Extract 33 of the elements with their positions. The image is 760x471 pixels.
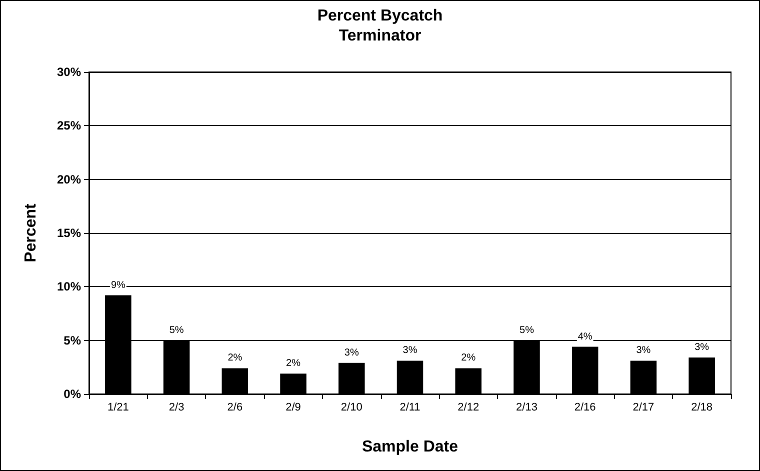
data-label: 2%	[286, 358, 301, 370]
x-tick-label: 2/17	[632, 402, 654, 414]
chart-title: Percent Bycatch	[317, 8, 443, 24]
chart-subtitle: Terminator	[338, 28, 422, 44]
y-tick-label: 25%	[56, 118, 82, 133]
data-label: 4%	[578, 331, 592, 342]
y-axis-title: Percent	[22, 202, 40, 262]
data-label: 3%	[344, 347, 359, 358]
x-tick-label: 2/9	[286, 402, 301, 414]
data-label: 5%	[169, 324, 184, 336]
x-tick-label: 2/11	[400, 402, 420, 414]
y-tick-label: 15%	[56, 226, 82, 240]
x-tick-label: 2/3	[168, 402, 184, 414]
y-tick-label: 10%	[56, 280, 82, 294]
x-tick-label: 2/13	[516, 402, 538, 414]
y-tick-label: 30%	[56, 65, 82, 79]
data-label: 2%	[461, 352, 476, 364]
data-label: 2%	[228, 352, 242, 364]
x-tick-label: 2/12	[458, 402, 480, 414]
x-tick-label: 2/18	[691, 402, 713, 414]
data-label: 5%	[520, 324, 534, 336]
y-tick-label: 5%	[64, 333, 82, 348]
y-tick-label: 0%	[64, 387, 82, 401]
data-label: 9%	[110, 280, 126, 291]
x-tick-label: 2/16	[574, 402, 596, 414]
x-axis-title: Sample Date	[362, 438, 458, 456]
data-label: 3%	[636, 345, 651, 356]
data-label: 3%	[402, 345, 418, 356]
y-tick-label: 20%	[56, 172, 82, 186]
x-tick-label: 2/6	[227, 402, 243, 414]
data-label: 3%	[694, 342, 710, 354]
x-tick-label: 2/10	[340, 402, 362, 414]
x-tick-label: 1/21	[107, 402, 129, 414]
